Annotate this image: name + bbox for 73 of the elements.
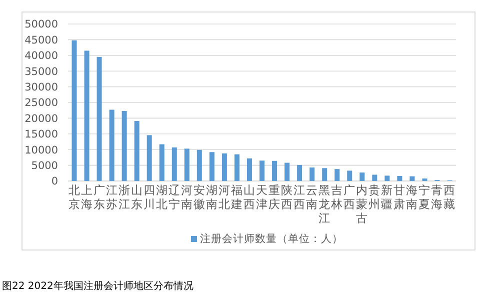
- bar: [410, 176, 415, 181]
- x-tick-label: 青海: [431, 183, 444, 211]
- bar: [134, 121, 140, 181]
- x-tick-label: 江苏: [106, 183, 118, 211]
- bar: [422, 178, 428, 181]
- bar: [96, 56, 102, 181]
- x-tick-label: 宁夏: [418, 183, 431, 211]
- bar: [272, 160, 278, 181]
- x-tick-label: 云南: [306, 183, 318, 211]
- y-tick-label: 20000: [24, 112, 58, 125]
- bar: [209, 152, 214, 181]
- y-tick-label: 35000: [24, 66, 58, 78]
- bar: [222, 153, 227, 181]
- bar: [246, 158, 252, 181]
- bar: [334, 169, 340, 181]
- bar: [322, 168, 328, 181]
- x-tick-label: 广东: [93, 183, 106, 211]
- x-tick-label: 浙江: [118, 183, 130, 211]
- y-tick-label: 30000: [24, 81, 58, 94]
- x-tick-label: 北京: [68, 183, 80, 211]
- bar: [347, 170, 352, 181]
- legend-label: 注册会计师数量（单位：人）: [200, 232, 343, 245]
- x-tick-label: 河南: [180, 183, 193, 211]
- x-tick-label: 甘肃: [394, 183, 406, 211]
- bar: [122, 110, 127, 181]
- bar: [284, 162, 290, 181]
- x-tick-label: 上海: [80, 183, 93, 211]
- bar: [360, 172, 365, 181]
- x-tick-label: 山西: [243, 183, 256, 211]
- x-tick-label: 广西: [344, 183, 356, 211]
- y-tick-label: 40000: [24, 50, 58, 62]
- x-tick-label: 内蒙古: [356, 183, 368, 225]
- x-tick-label: 河北: [218, 183, 230, 211]
- y-tick-label: 50000: [24, 18, 58, 31]
- x-tick-label: 安徽: [193, 183, 206, 211]
- x-tick-label: 西藏: [444, 183, 456, 211]
- bar: [146, 135, 152, 181]
- bar: [196, 150, 202, 181]
- x-tick-label: 贵州: [368, 183, 381, 211]
- bar: [384, 176, 390, 181]
- x-tick-label: 新疆: [381, 183, 394, 211]
- x-tick-label: 江西: [294, 183, 306, 211]
- x-tick-label: 黑龙江: [318, 183, 331, 225]
- bar: [184, 148, 190, 181]
- bar: [297, 164, 302, 181]
- bar: [372, 174, 378, 181]
- y-tick-label: 10000: [24, 144, 58, 156]
- bar: [397, 176, 402, 181]
- x-tick-label: 福建: [230, 183, 243, 211]
- bar: [310, 168, 315, 181]
- bar: [84, 50, 90, 181]
- x-tick-label: 重庆: [268, 183, 281, 211]
- x-tick-label: 天津: [256, 183, 268, 211]
- y-tick-label: 45000: [24, 34, 58, 46]
- y-tick-label: 25000: [24, 97, 58, 110]
- x-tick-label: 辽宁: [168, 183, 180, 211]
- bar: [259, 160, 265, 181]
- bar: [172, 147, 177, 181]
- bar: [159, 144, 164, 181]
- x-tick-label: 陕西: [281, 183, 294, 211]
- x-tick-label: 吉林: [330, 183, 344, 211]
- x-tick-label: 海南: [406, 183, 418, 211]
- y-tick-label: 5000: [31, 160, 58, 172]
- bar: [72, 40, 77, 181]
- y-tick-label: 0: [51, 176, 58, 188]
- bar: [109, 110, 114, 181]
- bar: [234, 154, 240, 181]
- x-tick-label: 四川: [143, 183, 156, 211]
- text: 图22 2022年我国注册会计师地区分布情况: [2, 280, 194, 292]
- y-tick-label: 15000: [24, 128, 58, 141]
- x-tick-label: 湖北: [156, 183, 168, 211]
- x-tick-label: 山东: [130, 183, 143, 211]
- x-tick-label: 湖南: [206, 183, 218, 211]
